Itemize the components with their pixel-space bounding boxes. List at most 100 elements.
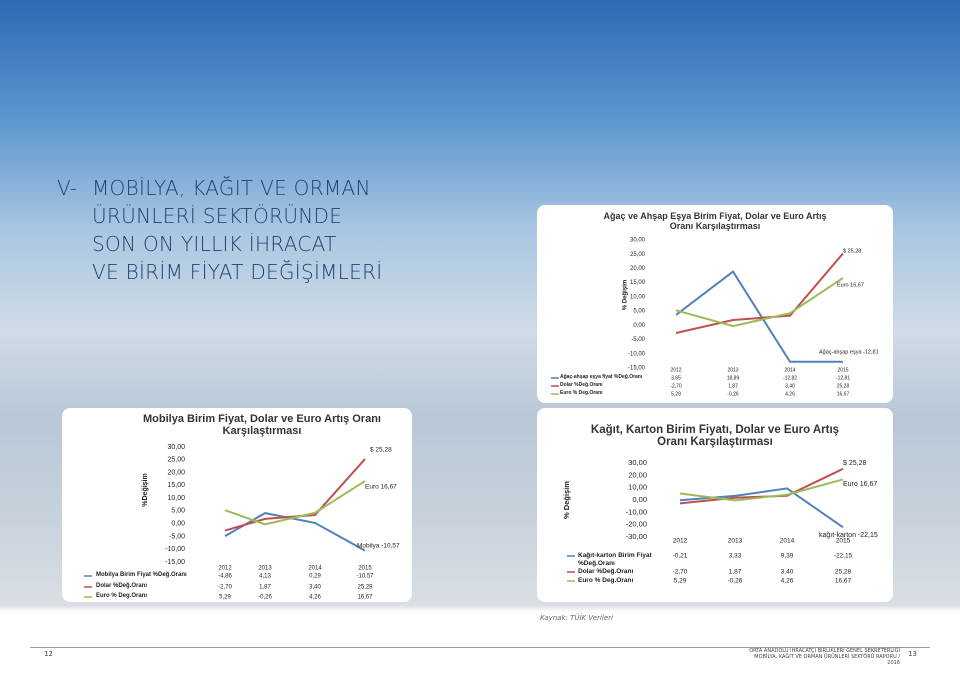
- footer-report: MOBİLYA, KAĞIT VE ORMAN ÜRÜNLERİ SEKTÖRÜ…: [754, 654, 900, 666]
- footer-rule: [30, 647, 930, 648]
- y-tick-label: 0,00: [632, 495, 647, 504]
- y-tick-label: -10,00: [626, 507, 647, 516]
- value-label: 4,26: [309, 595, 321, 601]
- y-tick-label: 10,00: [628, 483, 647, 492]
- y-tick-label: -10,00: [165, 546, 185, 553]
- annotation: kağıt-karton -22,15: [819, 532, 878, 539]
- value-label: -22,15: [834, 553, 853, 560]
- category-label: 2015: [837, 367, 848, 373]
- annotation: Euro 16,67: [365, 484, 397, 491]
- value-label: 5,29: [671, 391, 681, 397]
- heading-line: VE BİRİM FİYAT DEĞİŞİMLERİ: [92, 260, 383, 284]
- series-line: [224, 512, 366, 552]
- chart-card: 30,00 25,00 20,00 15,00 10,00 5,00 0,00 -5,00 -1…: [537, 205, 893, 403]
- y-tick-label: -10,00: [628, 351, 646, 357]
- y-tick-label: 15,00: [167, 482, 185, 489]
- series-line: [224, 458, 366, 532]
- y-tick-label: 25,00: [630, 252, 646, 258]
- y-axis-label: % Değişim: [562, 481, 571, 519]
- value-label: 18,89: [727, 375, 740, 381]
- series-line: [679, 487, 844, 529]
- value-label: 4,13: [259, 574, 271, 580]
- y-tick-label: -5,00: [631, 337, 645, 343]
- page-number: 12: [44, 650, 53, 658]
- legend-label: Dolar %Değ.Oranı: [578, 568, 634, 576]
- legend-label: Dolar %Değ.Oranı: [96, 583, 148, 590]
- section-title: MOBİLYA, KAĞIT VE ORMAN ÜRÜNLERİ SEKTÖRÜ…: [92, 174, 383, 286]
- y-tick-label: -5,00: [169, 533, 185, 540]
- chart: 30,00 25,00 20,00 15,00 10,00 5,00 0,00 -5,00 -1…: [84, 444, 400, 601]
- value-label: 16,67: [837, 391, 850, 397]
- chart: 30,00 25,00 20,00 15,00 10,00 5,00 0,00 -5,00 -1…: [551, 238, 879, 397]
- value-label: -0,21: [673, 553, 688, 560]
- legend-label: Euro % Deg.Oranı: [578, 577, 634, 585]
- y-tick-label: 20,00: [628, 470, 647, 479]
- legend-label: Euro % Deg.Oranı: [560, 390, 603, 396]
- category-label: 2014: [780, 538, 795, 545]
- value-label: -0,26: [728, 578, 743, 585]
- series-line: [679, 478, 844, 502]
- category-label: 2013: [258, 566, 272, 572]
- category-label: 2015: [358, 566, 372, 572]
- value-label: 25,28: [835, 569, 852, 576]
- annotation: $ 25,28: [370, 447, 392, 454]
- value-label: -0,26: [258, 595, 272, 601]
- series-line: [675, 277, 844, 328]
- value-label: 25,28: [837, 383, 850, 389]
- value-label: 3,40: [785, 383, 795, 389]
- legend-label: Dolar %Değ.Oranı: [560, 382, 603, 388]
- page-number: 13: [908, 650, 917, 658]
- y-axis-label: % Değişim: [623, 280, 629, 310]
- category-label: 2014: [784, 367, 795, 373]
- annotation: Ağaç-ahşap eşya -12,81: [819, 349, 879, 355]
- annotation: Euro 16,67: [843, 481, 877, 488]
- value-label: 3,40: [309, 585, 321, 591]
- category-label: 2013: [727, 367, 738, 373]
- category-label: 2013: [728, 538, 743, 545]
- heading-line: ÜRÜNLERİ SEKTÖRÜNDE: [92, 204, 343, 228]
- value-label: 25,28: [357, 585, 373, 591]
- y-tick-label: 20,00: [630, 266, 646, 272]
- y-tick-label: 5,00: [633, 309, 645, 315]
- annotation: $ 25,28: [843, 460, 866, 467]
- y-tick-label: 10,00: [167, 495, 185, 502]
- chart-title: Kağıt, Karton Birim Fiyatı, Dolar ve Eur…: [590, 424, 840, 448]
- chart-card: 30,00 25,00 20,00 15,00 10,00 5,00 0,00 -5,00 -1…: [62, 408, 412, 602]
- value-label: 1,87: [728, 383, 738, 389]
- chart-card: 30,00 20,00 10,00 0,00 -10,00 -20,00 -30,00 % D…: [537, 408, 893, 602]
- chart-title: Mobilya Birim Fiyat, Dolar ve Euro Artış…: [143, 413, 381, 437]
- legend-label: Euro % Deg.Oranı: [96, 593, 148, 600]
- value-label: 1,87: [259, 585, 271, 591]
- value-label: -2,70: [218, 585, 232, 591]
- value-label: -2,70: [673, 569, 688, 576]
- value-label: -2,70: [670, 383, 682, 389]
- value-label: 16,67: [835, 578, 852, 585]
- footer-org: ORTA ANADOLU İHRACATÇI BİRLİKLERİ GENEL …: [749, 648, 900, 654]
- y-tick-label: 15,00: [630, 280, 646, 286]
- heading-line: MOBİLYA, KAĞIT VE ORMAN: [92, 176, 371, 200]
- value-label: -12,81: [836, 375, 850, 381]
- y-tick-label: -15,00: [165, 559, 185, 566]
- y-tick-label: 30,00: [630, 238, 646, 244]
- y-tick-label: 25,00: [167, 457, 185, 464]
- y-tick-label: 5,00: [171, 508, 185, 515]
- legend-label: Mobilya Birim Fiyat %Değ.Oranı: [96, 572, 187, 579]
- category-label: 2014: [308, 566, 322, 572]
- chart: 30,00 20,00 10,00 0,00 -10,00 -20,00 -30,00 % D…: [562, 458, 878, 585]
- legend-label: Ağaç-ahşap eşya fiyat %Değ.Oranı: [560, 374, 643, 380]
- value-label: -0,26: [727, 391, 739, 397]
- y-tick-label: -20,00: [626, 520, 647, 529]
- annotation: Mobilya -10,57: [357, 543, 400, 550]
- value-label: 1,87: [729, 569, 742, 576]
- series-line: [675, 270, 844, 363]
- legend-label: Kağıt-karton Birim Fiyat %Değ.Oranı: [578, 552, 652, 567]
- y-tick-label: 30,00: [167, 444, 185, 451]
- chart-title: Ağaç ve Ahşap Eşya Birim Fiyat, Dolar ve…: [603, 211, 827, 231]
- value-label: 5,29: [674, 578, 687, 585]
- y-axis-label: %Değişim: [142, 473, 149, 506]
- value-label: 3,65: [671, 375, 681, 381]
- y-tick-label: -15,00: [628, 366, 646, 372]
- y-tick-label: 0,00: [171, 521, 185, 528]
- y-tick-label: 0,00: [633, 323, 645, 329]
